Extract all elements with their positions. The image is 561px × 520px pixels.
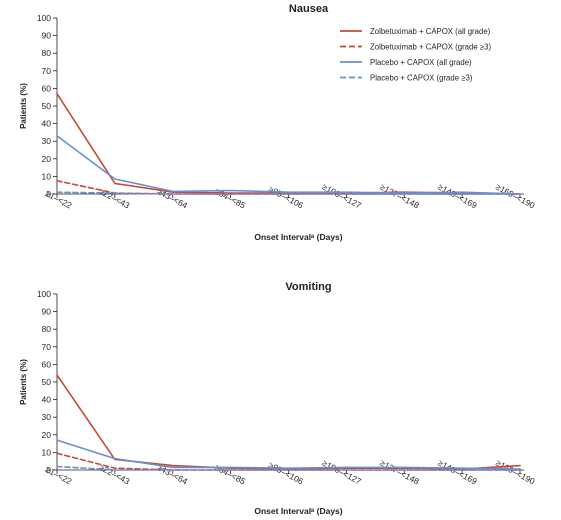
x-tick-label: ≥106–<127 bbox=[321, 182, 364, 211]
x-tick-label: ≥85–<106 bbox=[267, 184, 305, 211]
x-tick-label: ≥127–<148 bbox=[378, 458, 421, 487]
x-tick-label: ≥22–<43 bbox=[97, 462, 131, 487]
legend-label: Placebo + CAPOX (all grade) bbox=[370, 58, 472, 67]
data-point bbox=[172, 466, 174, 468]
x-tick-label: ≥85–<106 bbox=[267, 460, 305, 487]
data-point bbox=[230, 469, 232, 471]
data-point bbox=[230, 466, 232, 468]
data-point bbox=[519, 465, 521, 467]
legend-label: Zolbetuximab + CAPOX (grade ≥3) bbox=[370, 43, 491, 52]
y-tick-label: 0 bbox=[46, 465, 51, 475]
data-point bbox=[114, 458, 116, 460]
data-point bbox=[56, 439, 58, 441]
chart-title: Nausea bbox=[289, 3, 329, 15]
data-point bbox=[172, 469, 174, 471]
legend-label: Zolbetuximab + CAPOX (all grade) bbox=[370, 27, 491, 36]
y-tick-label: 20 bbox=[42, 430, 52, 440]
data-point bbox=[56, 93, 58, 95]
y-tick-label: 50 bbox=[42, 377, 52, 387]
x-tick-label: ≥106–<127 bbox=[321, 458, 364, 487]
data-point bbox=[288, 467, 290, 469]
x-tick-label: ≥64–<85 bbox=[213, 462, 247, 487]
data-point bbox=[114, 192, 116, 194]
data-point bbox=[345, 191, 347, 193]
y-tick-label: 50 bbox=[42, 101, 52, 111]
data-point bbox=[461, 193, 463, 195]
data-point bbox=[403, 193, 405, 195]
data-point bbox=[519, 469, 521, 471]
y-tick-label: 100 bbox=[37, 289, 51, 299]
y-tick-label: 10 bbox=[42, 171, 52, 181]
data-point bbox=[114, 183, 116, 185]
x-tick-label: ≥148–<169 bbox=[436, 182, 479, 211]
data-point bbox=[288, 191, 290, 193]
data-point bbox=[345, 466, 347, 468]
legend: Zolbetuximab + CAPOX (all grade) Zolbetux… bbox=[340, 27, 491, 83]
y-tick-label: 10 bbox=[42, 447, 52, 457]
data-point bbox=[288, 193, 290, 195]
data-point bbox=[230, 193, 232, 195]
y-tick-label: 20 bbox=[42, 154, 52, 164]
data-point bbox=[345, 469, 347, 471]
data-point bbox=[288, 469, 290, 471]
y-tick-label: 30 bbox=[42, 412, 52, 422]
y-tick-label: 80 bbox=[42, 48, 52, 58]
x-tick-label: ≥169–<190 bbox=[494, 458, 537, 487]
series-line-grade3-placebo bbox=[56, 191, 521, 195]
y-tick-label: 100 bbox=[37, 13, 51, 23]
x-axis-label: Onset Intervalᵃ (Days) bbox=[254, 232, 342, 242]
y-axis-label: Patients (%) bbox=[19, 83, 28, 129]
x-tick-label: ≥169–<190 bbox=[494, 182, 537, 211]
data-point bbox=[56, 191, 58, 193]
y-tick-label: 70 bbox=[42, 66, 52, 76]
y-tick-label: 0 bbox=[46, 189, 51, 199]
data-point bbox=[403, 469, 405, 471]
y-tick-label: 40 bbox=[42, 395, 52, 405]
data-point bbox=[230, 190, 232, 192]
y-tick-label: 40 bbox=[42, 119, 52, 129]
data-point bbox=[56, 135, 58, 137]
data-point bbox=[56, 452, 58, 454]
x-tick-label: ≥127–<148 bbox=[378, 182, 421, 211]
data-point bbox=[461, 467, 463, 469]
y-tick-label: 60 bbox=[42, 359, 52, 369]
data-point bbox=[403, 466, 405, 468]
chart-title: Vomiting bbox=[285, 281, 331, 293]
series-line-allgrade-placebo bbox=[56, 439, 521, 470]
series-line-allgrade-zolbetuximab bbox=[56, 374, 521, 470]
x-tick-label: ≥22–<43 bbox=[97, 186, 131, 211]
data-point bbox=[519, 193, 521, 195]
data-point bbox=[114, 469, 116, 471]
y-tick-label: 30 bbox=[42, 136, 52, 146]
y-tick-label: 90 bbox=[42, 307, 52, 317]
data-point bbox=[345, 193, 347, 195]
data-point bbox=[172, 190, 174, 192]
y-tick-label: 70 bbox=[42, 342, 52, 352]
data-point bbox=[56, 466, 58, 468]
legend-label: Placebo + CAPOX (grade ≥3) bbox=[370, 74, 473, 83]
data-point bbox=[114, 467, 116, 469]
y-tick-label: 90 bbox=[42, 31, 52, 41]
series-line-allgrade-placebo bbox=[56, 135, 521, 195]
x-axis-label: Onset Intervalᵃ (Days) bbox=[254, 506, 342, 516]
data-point bbox=[461, 469, 463, 471]
y-axis-label: Patients (%) bbox=[19, 359, 28, 405]
data-point bbox=[172, 193, 174, 195]
y-tick-label: 80 bbox=[42, 324, 52, 334]
series-line-allgrade-zolbetuximab bbox=[56, 92, 521, 195]
data-point bbox=[172, 465, 174, 467]
data-point bbox=[114, 178, 116, 180]
series-line-grade3-placebo bbox=[56, 465, 521, 471]
data-point bbox=[461, 191, 463, 193]
y-tick-label: 60 bbox=[42, 83, 52, 93]
data-point bbox=[56, 180, 58, 182]
x-tick-label: ≥148–<169 bbox=[436, 458, 479, 487]
data-point bbox=[56, 374, 58, 376]
